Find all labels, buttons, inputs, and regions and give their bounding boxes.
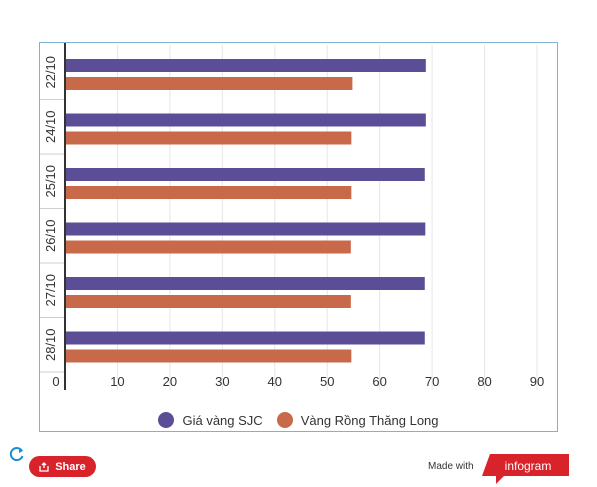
bar-24-10-series-1[interactable] <box>65 131 352 145</box>
bar-28-10-series-0[interactable] <box>65 331 425 345</box>
y-category-label: 22/10 <box>43 56 58 89</box>
y-category-label: 27/10 <box>43 274 58 307</box>
bar-28-10-series-1[interactable] <box>65 349 352 363</box>
bar-27-10-series-0[interactable] <box>65 277 425 290</box>
bar-25-10-series-0[interactable] <box>65 168 425 181</box>
y-category-label: 26/10 <box>43 219 58 252</box>
infogram-brand: infogram <box>505 459 552 473</box>
legend-swatch-series-1 <box>276 412 293 428</box>
infogram-logo[interactable]: infogram <box>482 454 569 484</box>
legend-label-series-1: Vàng Rồng Thăng Long <box>300 412 439 428</box>
bar-26-10-series-1[interactable] <box>65 240 351 254</box>
x-tick-label: 70 <box>425 374 439 389</box>
chart-frame: 0 10 20 30 40 50 60 70 80 90 22/10 24/10 25/10 26/10 2… <box>39 42 558 432</box>
x-tick-label: 50 <box>320 374 334 389</box>
x-tick-label: 0 <box>52 374 59 389</box>
legend-swatch-series-0 <box>158 412 175 428</box>
share-label: Share <box>55 460 86 473</box>
x-tick-label: 30 <box>215 374 229 389</box>
y-category-label: 28/10 <box>43 328 58 361</box>
x-tick-label: 90 <box>530 374 544 389</box>
bar-chart: 0 10 20 30 40 50 60 70 80 90 22/10 24/10 25/10 26/10 2… <box>40 43 544 390</box>
x-tick-label: 10 <box>110 374 124 389</box>
made-with-text: Made with <box>428 461 474 472</box>
legend-item-series-0[interactable]: Giá vàng SJC <box>158 412 263 428</box>
x-tick-label: 40 <box>268 374 282 389</box>
bar-24-10-series-0[interactable] <box>65 113 426 127</box>
legend: Giá vàng SJC Vàng Rồng Thăng Long <box>0 412 597 428</box>
share-icon <box>39 461 49 472</box>
x-tick-label: 80 <box>477 374 491 389</box>
bar-22-10-series-1[interactable] <box>65 77 353 90</box>
legend-label-series-0: Giá vàng SJC <box>182 412 263 428</box>
x-tick-label: 20 <box>163 374 177 389</box>
share-button[interactable]: Share <box>29 456 96 477</box>
refresh-icon[interactable] <box>9 446 25 462</box>
bar-22-10-series-0[interactable] <box>65 59 426 72</box>
y-category-label: 25/10 <box>43 165 58 198</box>
x-tick-label: 60 <box>372 374 386 389</box>
bar-27-10-series-1[interactable] <box>65 295 351 308</box>
bar-26-10-series-0[interactable] <box>65 222 426 236</box>
bar-25-10-series-1[interactable] <box>65 186 352 199</box>
y-category-label: 24/10 <box>43 110 58 143</box>
legend-item-series-1[interactable]: Vàng Rồng Thăng Long <box>276 412 439 428</box>
